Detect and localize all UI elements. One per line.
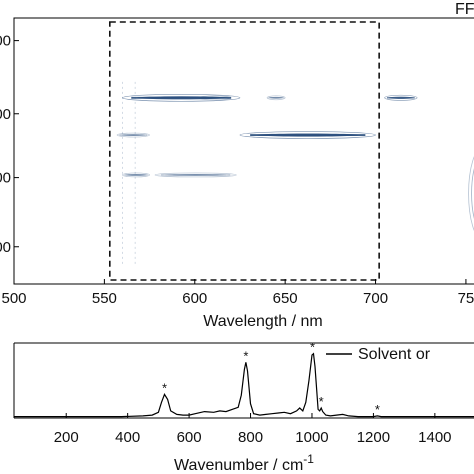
legend-label: Solvent or	[358, 346, 431, 363]
spectrum-x-axis: 200 400 600 800 1000 1200 1400	[54, 413, 452, 446]
peak-star-marker: *	[310, 340, 315, 355]
contour-panel: 500 550 600 650 700 75 00 00 00 00 Wavelength / …	[0, 1, 474, 330]
spectrum-x-tick-label: 1400	[418, 429, 451, 446]
contour-y-tick-label: 00	[0, 239, 11, 256]
contour-band-outer	[154, 172, 237, 178]
contour-x-tick-label: 500	[1, 290, 26, 307]
spectrum-x-tick-label: 800	[238, 429, 263, 446]
dashed-selection-box	[109, 21, 380, 281]
peak-star-marker: *	[375, 402, 380, 417]
peak-star-marker: *	[162, 380, 167, 395]
contour-band-outer	[122, 172, 150, 178]
contour-band-outer	[116, 132, 150, 138]
spectrum-x-tick-label: 400	[115, 429, 140, 446]
contour-band-outer	[384, 94, 418, 101]
contour-x-axis: 500 550 600 650 700 75	[1, 279, 474, 307]
contour-x-tick-label: 75	[458, 290, 474, 307]
spectrum-x-tick-label: 200	[54, 429, 79, 446]
spectrum-x-tick-label: 1200	[357, 429, 390, 446]
contour-edge-ring	[468, 156, 474, 231]
contour-y-tick-label: 00	[0, 170, 11, 187]
spectrum-x-axis-title: Wavenumber / cm-1	[174, 452, 314, 474]
contour-y-tick-label: 00	[0, 106, 11, 123]
contour-x-tick-label: 650	[273, 290, 298, 307]
spectrum-x-tick-label: 600	[177, 429, 202, 446]
spectrum-plot-frame	[13, 342, 474, 419]
contour-y-axis: 00 00 00 00	[0, 33, 19, 256]
contour-x-axis-title: Wavelength / nm	[203, 313, 322, 330]
peak-markers: * * * * *	[162, 340, 380, 417]
peak-star-marker: *	[319, 394, 324, 409]
contour-edge-blob	[468, 156, 474, 231]
contour-y-tick-label: 00	[0, 33, 11, 50]
spectrum-panel: * * * * * 200 400 600 800 1000 1200 1400 Solvent o…	[13, 340, 474, 474]
contour-bands	[116, 81, 418, 266]
contour-band-outer	[239, 131, 376, 139]
contour-x-tick-label: 600	[182, 290, 207, 307]
panel-label: FF	[455, 1, 474, 18]
contour-edge-ring	[471, 168, 474, 220]
contour-plot-frame	[13, 17, 474, 285]
contour-x-tick-label: 700	[363, 290, 388, 307]
spectrum-series-line	[14, 352, 474, 418]
contour-band-outer	[266, 95, 286, 101]
peak-star-marker: *	[243, 348, 248, 363]
contour-band-outer	[198, 95, 232, 101]
contour-x-tick-label: 550	[92, 290, 117, 307]
contour-band-outer	[122, 93, 241, 102]
spectrum-x-axis-title-text: Wavenumber / cm	[174, 457, 303, 474]
spectrum-x-tick-label: 1000	[295, 429, 328, 446]
spectrum-x-axis-title-sup: -1	[303, 452, 314, 466]
